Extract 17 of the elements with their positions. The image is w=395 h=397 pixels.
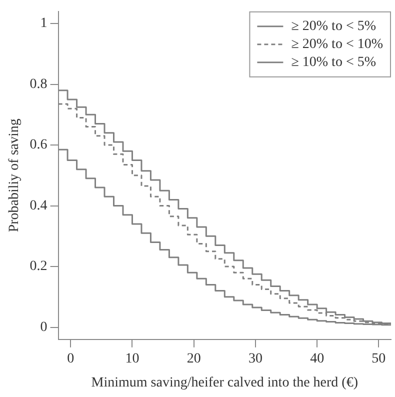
y-axis-title: Probabiliy of saving — [7, 118, 22, 232]
x-tick-label: 0 — [67, 351, 74, 366]
x-tick-label: 30 — [248, 351, 262, 366]
y-tick-label: 0.6 — [30, 138, 48, 153]
x-tick-label: 50 — [372, 351, 386, 366]
y-tick-label: 1 — [40, 16, 48, 32]
y-tick-label: 0.4 — [30, 198, 48, 214]
x-tick-label: 20 — [186, 351, 201, 366]
legend-label: ≥ 20% to < 10% — [291, 37, 384, 52]
legend-label: ≥ 20% to < 5% — [291, 19, 376, 34]
y-tick-label: 0.8 — [30, 76, 48, 92]
x-tick-label: 10 — [125, 351, 140, 366]
x-tick-label: 40 — [310, 351, 324, 366]
y-tick-label: 0 — [40, 320, 48, 335]
y-tick-label: 0.2 — [30, 259, 48, 274]
legend-label: ≥ 10% to < 5% — [291, 55, 376, 70]
x-axis-title: Minimum saving/heifer calved into the herd (€) — [91, 375, 358, 390]
